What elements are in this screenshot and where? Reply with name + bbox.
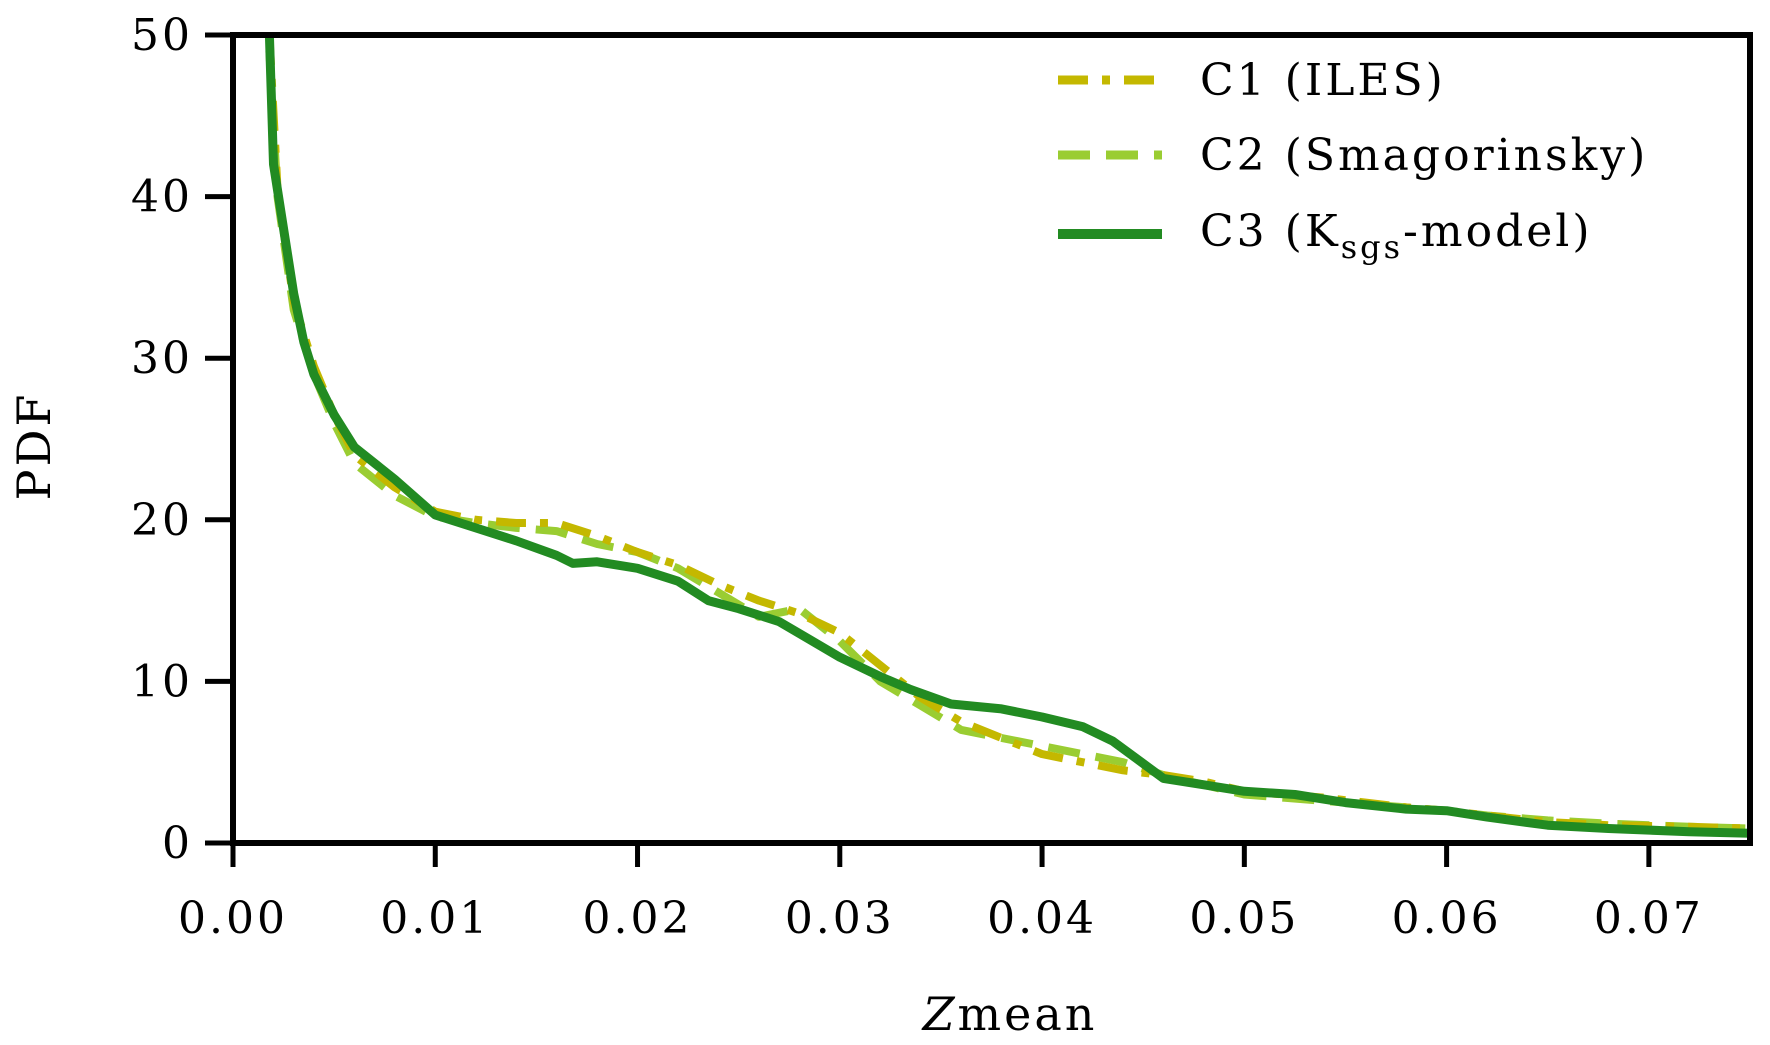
legend-label-c3-main: C3 (K: [1200, 206, 1341, 257]
y-tick-label: 40: [131, 172, 193, 223]
x-axis-label: Zmean: [921, 987, 1098, 1041]
x-axis-symbol: Z: [921, 987, 958, 1041]
legend: C1 (ILES) C2 (Smagorinsky) C3 (Ksgs-mode…: [1058, 55, 1648, 266]
legend-label-c3-suffix: -model): [1403, 206, 1593, 257]
plot-lines: [264, 35, 1750, 838]
x-tick-label: 0.01: [380, 893, 490, 944]
x-tick-label: 0.00: [178, 893, 288, 944]
plot-frame: [230, 32, 1753, 846]
y-tick-label: 50: [131, 10, 193, 61]
legend-label-c1: C1 (ILES): [1200, 55, 1446, 106]
x-tick-label: 0.02: [583, 893, 693, 944]
series-line-c3: [264, 35, 1750, 838]
legend-label-c3: C3 (Ksgs-model): [1200, 206, 1593, 266]
x-tick-label: 0.07: [1594, 893, 1704, 944]
x-tick-label: 0.06: [1392, 893, 1502, 944]
x-tick-label: 0.04: [987, 893, 1097, 944]
x-axis-label-text: mean: [958, 987, 1098, 1041]
legend-label-c3-sub: sgs: [1341, 228, 1403, 266]
x-tick-label: 0.05: [1189, 893, 1299, 944]
y-tick-label: 30: [131, 333, 193, 384]
x-tick-label: 0.03: [785, 893, 895, 944]
y-tick-label: 10: [131, 656, 193, 707]
y-axis: 0 10 20 30 40 50: [131, 10, 233, 869]
y-tick-label: 20: [131, 495, 193, 546]
y-axis-label: PDF: [7, 392, 61, 501]
legend-label-c2: C2 (Smagorinsky): [1200, 130, 1648, 181]
y-tick-label: 0: [162, 818, 193, 869]
x-axis: 0.00 0.01 0.02 0.03 0.04 0.05 0.06 0.07: [178, 843, 1704, 944]
